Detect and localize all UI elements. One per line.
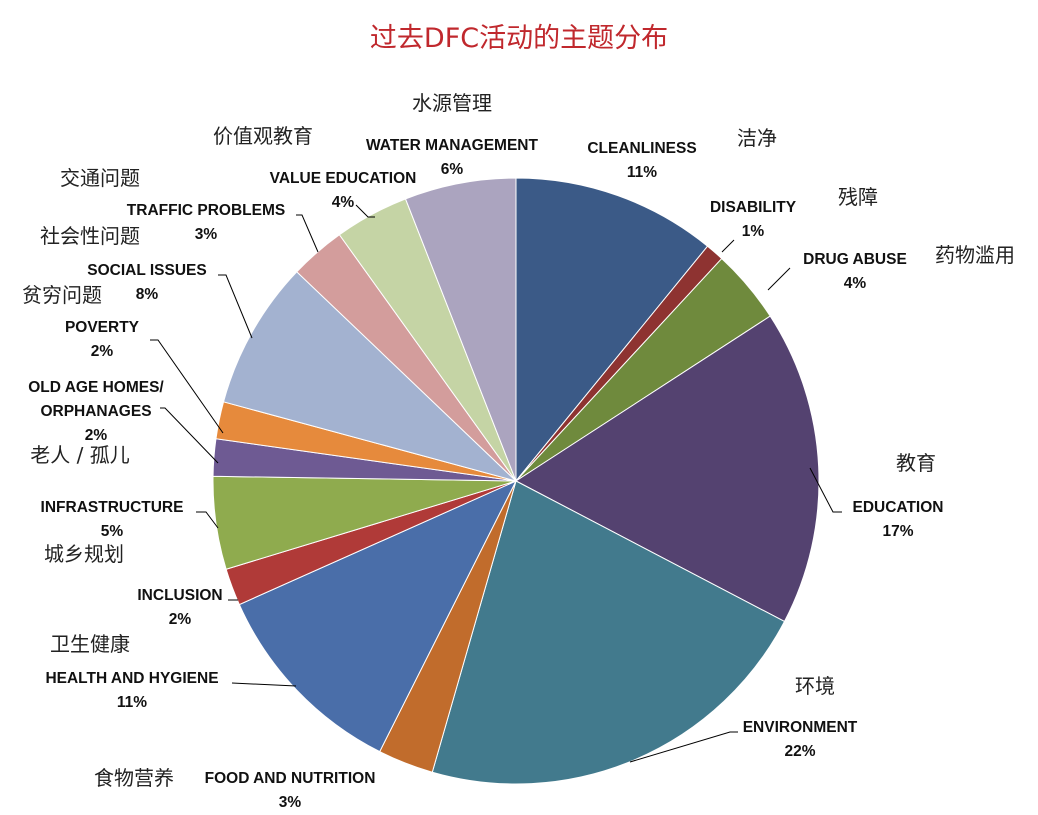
- leader-line-health-and-hygiene: [231, 682, 297, 687]
- value-label-traffic-problems: 3%: [195, 226, 218, 243]
- leader-line-social-issues: [218, 274, 253, 339]
- cn-label-infrastructure: 城乡规划: [44, 542, 124, 566]
- value-label-disability: 1%: [742, 223, 765, 240]
- label-education: EDUCATION: [853, 499, 944, 516]
- label-food-and-nutrition: FOOD AND NUTRITION: [205, 770, 376, 787]
- cn-label-traffic-problems: 交通问题: [60, 166, 140, 190]
- value-label-water-management: 6%: [441, 161, 464, 178]
- cn-label-disability: 残障: [838, 185, 878, 209]
- leader-line-infrastructure: [196, 511, 219, 529]
- cn-label-social-issues: 社会性问题: [40, 224, 140, 248]
- label-infrastructure: INFRASTRUCTURE: [41, 499, 184, 516]
- pie-slice-cleanliness: [515, 177, 709, 483]
- label-environment: ENVIRONMENT: [743, 719, 858, 736]
- label-value-education: VALUE EDUCATION: [270, 170, 417, 187]
- label-traffic-problems: TRAFFIC PROBLEMS: [127, 202, 285, 219]
- chart-title: 过去DFC活动的主题分布: [369, 23, 669, 54]
- value-label-poverty: 2%: [91, 343, 114, 360]
- label-poverty: POVERTY: [65, 319, 140, 336]
- cn-label-value-education: 价值观教育: [213, 124, 313, 148]
- value-label-food-and-nutrition: 3%: [279, 794, 302, 811]
- value-label-social-issues: 8%: [136, 286, 159, 303]
- leader-line-poverty: [150, 339, 224, 434]
- cn-label-cleanliness: 洁净: [737, 126, 777, 150]
- label-old-age-homes-orphanages-line-1: OLD AGE HOMES/: [28, 379, 164, 396]
- label-disability: DISABILITY: [710, 199, 797, 216]
- value-label-inclusion: 2%: [169, 611, 192, 628]
- cn-label-education: 教育: [896, 451, 936, 475]
- cn-label-environment: 环境: [795, 674, 835, 698]
- value-label-health-and-hygiene: 11%: [117, 694, 147, 711]
- label-cleanliness: CLEANLINESS: [587, 140, 696, 157]
- pie-slice-water-management: [404, 177, 517, 482]
- cn-label-water-management: 水源管理: [412, 91, 492, 115]
- leader-line-disability: [721, 239, 735, 253]
- cn-label-poverty: 贫穷问题: [22, 283, 102, 307]
- leader-line-value-education: [355, 204, 375, 218]
- value-label-environment: 22%: [784, 743, 815, 760]
- value-label-drug-abuse: 4%: [844, 275, 867, 292]
- leader-line-drug-abuse: [767, 267, 791, 291]
- label-drug-abuse: DRUG ABUSE: [803, 251, 907, 268]
- leader-line-traffic-problems: [296, 214, 319, 253]
- cn-label-drug-abuse: 药物滥用: [935, 243, 1015, 267]
- leader-line-old-age-homes-orphanages: [160, 407, 219, 464]
- pie-slice-education: [515, 315, 820, 623]
- value-label-value-education: 4%: [332, 194, 355, 211]
- label-old-age-homes-orphanages-line-2: ORPHANAGES: [40, 403, 151, 420]
- cn-label-food-and-nutrition: 食物营养: [94, 766, 174, 790]
- value-label-old-age-homes-orphanages: 2%: [85, 427, 108, 444]
- leader-line-environment: [629, 731, 738, 763]
- cn-label-health-and-hygiene: 卫生健康: [50, 632, 130, 656]
- cn-label-old-age-homes-orphanages: 老人 / 孤儿: [30, 443, 129, 467]
- label-health-and-hygiene: HEALTH AND HYGIENE: [45, 670, 218, 687]
- value-label-education: 17%: [882, 523, 913, 540]
- label-inclusion: INCLUSION: [137, 587, 222, 604]
- value-label-cleanliness: 11%: [627, 164, 657, 181]
- pie-slice-environment: [431, 480, 786, 785]
- label-social-issues: SOCIAL ISSUES: [87, 262, 206, 279]
- pie-slice-health-and-hygiene: [238, 479, 518, 753]
- label-water-management: WATER MANAGEMENT: [366, 137, 538, 154]
- pie-slice-social-issues: [222, 271, 517, 482]
- leader-line-education: [809, 467, 842, 513]
- value-label-infrastructure: 5%: [101, 523, 124, 540]
